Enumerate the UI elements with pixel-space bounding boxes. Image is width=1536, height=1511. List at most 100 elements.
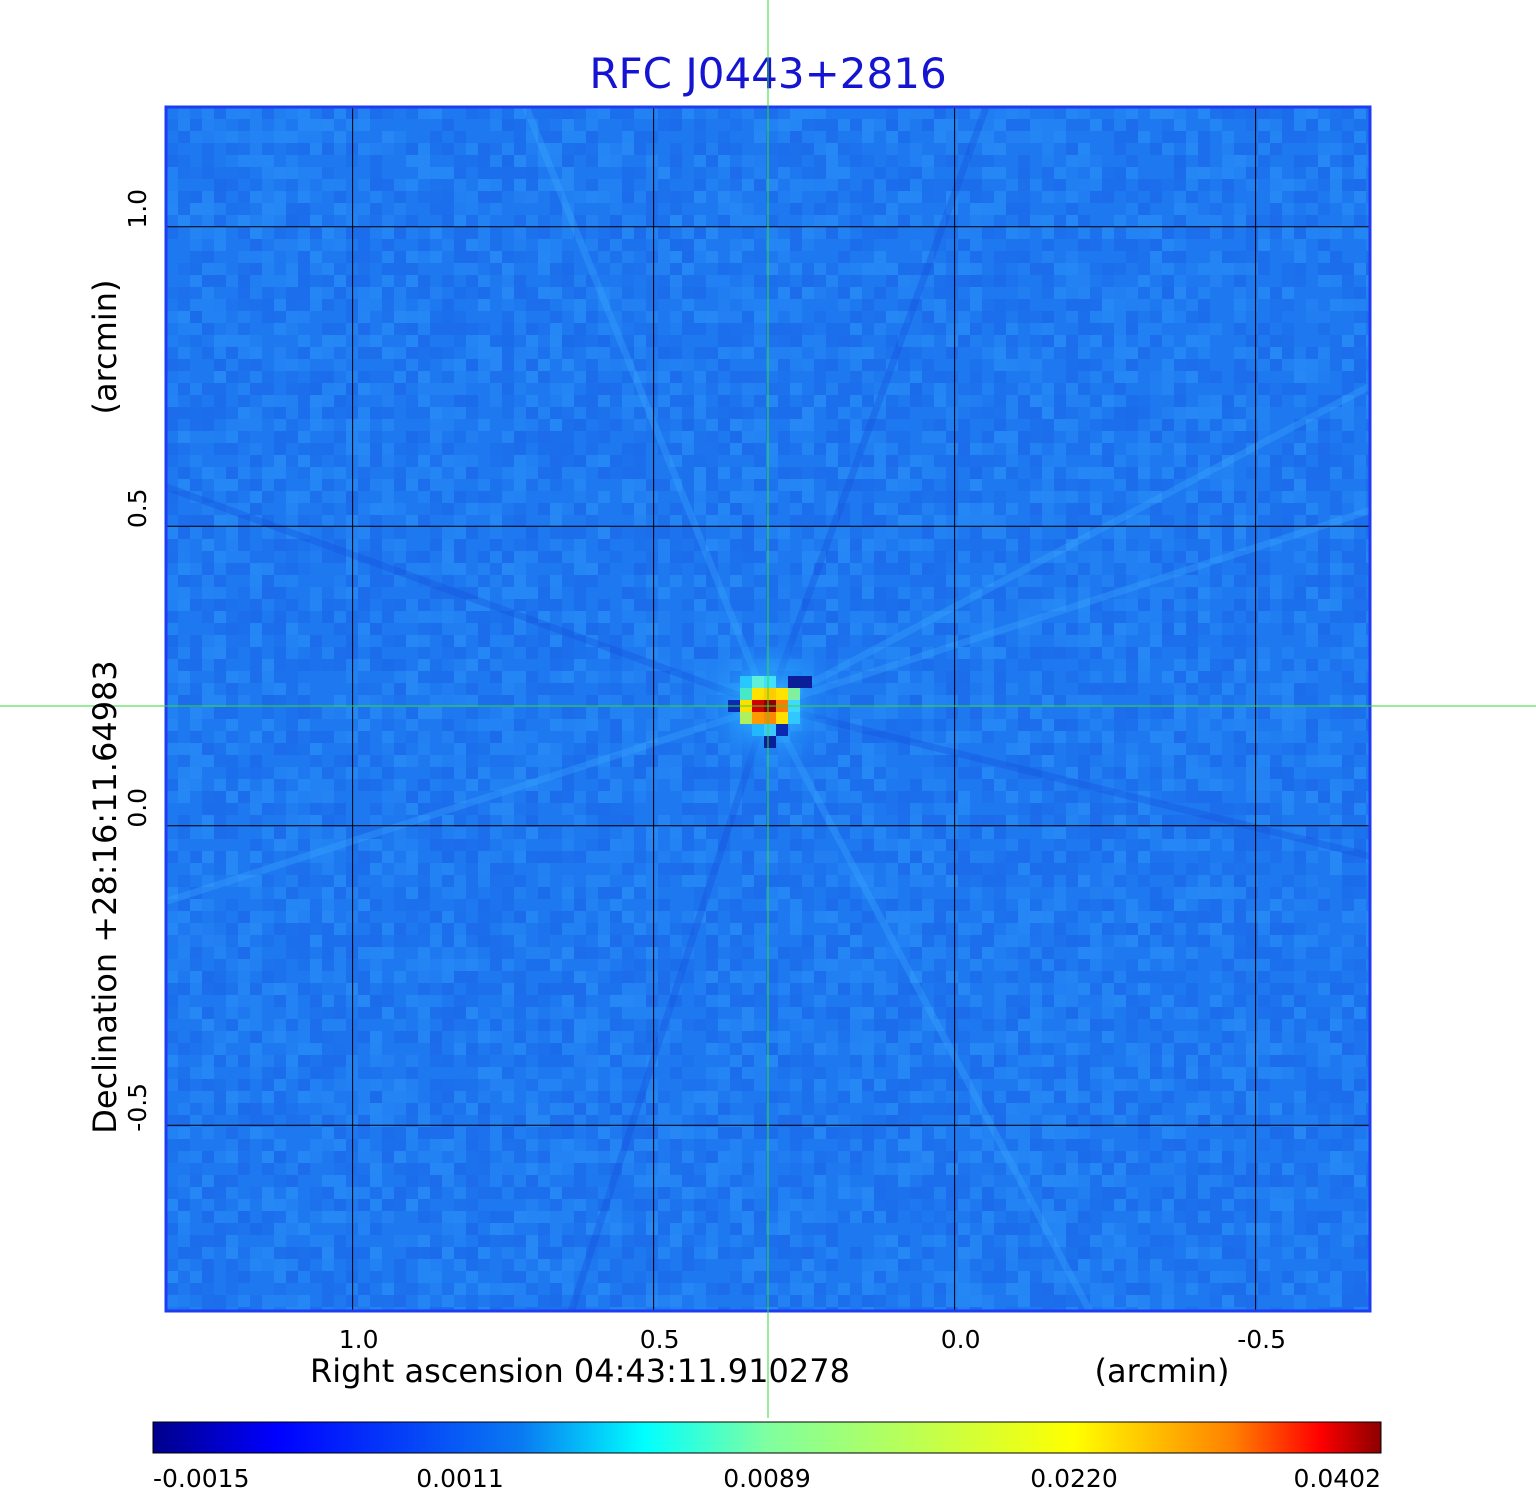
noise-cell	[1234, 347, 1246, 359]
noise-cell	[1114, 227, 1126, 239]
noise-cell	[562, 287, 574, 299]
noise-cell	[394, 683, 406, 695]
noise-cell	[238, 479, 250, 491]
noise-cell	[1042, 347, 1054, 359]
noise-cell	[550, 911, 562, 923]
noise-cell	[958, 143, 970, 155]
noise-cell	[1114, 287, 1126, 299]
noise-cell	[958, 635, 970, 647]
noise-cell	[1078, 527, 1090, 539]
noise-cell	[430, 539, 442, 551]
noise-cell	[526, 779, 538, 791]
noise-cell	[934, 239, 946, 251]
noise-cell	[310, 263, 322, 275]
noise-cell	[238, 395, 250, 407]
noise-cell	[898, 299, 910, 311]
noise-cell	[766, 407, 778, 419]
noise-cell	[598, 599, 610, 611]
noise-cell	[934, 611, 946, 623]
noise-cell	[490, 395, 502, 407]
noise-cell	[166, 203, 178, 215]
noise-cell	[634, 239, 646, 251]
noise-cell	[430, 563, 442, 575]
noise-cell	[598, 779, 610, 791]
noise-cell	[994, 359, 1006, 371]
noise-cell	[610, 863, 622, 875]
noise-cell	[274, 887, 286, 899]
noise-cell	[790, 227, 802, 239]
noise-cell	[598, 287, 610, 299]
noise-cell	[190, 479, 202, 491]
noise-cell	[778, 815, 790, 827]
noise-cell	[1270, 515, 1282, 527]
noise-cell	[550, 143, 562, 155]
noise-cell	[526, 767, 538, 779]
noise-cell	[1198, 599, 1210, 611]
noise-cell	[466, 191, 478, 203]
noise-cell	[574, 455, 586, 467]
noise-cell	[910, 191, 922, 203]
noise-cell	[970, 539, 982, 551]
noise-cell	[1270, 131, 1282, 143]
noise-cell	[586, 695, 598, 707]
noise-cell	[490, 203, 502, 215]
noise-cell	[1210, 419, 1222, 431]
noise-cell	[334, 455, 346, 467]
noise-cell	[274, 467, 286, 479]
noise-cell	[310, 551, 322, 563]
noise-cell	[1234, 851, 1246, 863]
noise-cell	[1330, 407, 1342, 419]
noise-cell	[802, 131, 814, 143]
noise-cell	[250, 611, 262, 623]
noise-cell	[286, 503, 298, 515]
noise-cell	[1186, 575, 1198, 587]
noise-cell	[1042, 155, 1054, 167]
noise-cell	[658, 707, 670, 719]
noise-cell	[1210, 407, 1222, 419]
noise-cell	[574, 563, 586, 575]
noise-cell	[1270, 179, 1282, 191]
noise-cell	[226, 623, 238, 635]
noise-cell	[370, 935, 382, 947]
noise-cell	[1102, 827, 1114, 839]
noise-cell	[1090, 815, 1102, 827]
noise-cell	[850, 479, 862, 491]
noise-cell	[874, 167, 886, 179]
noise-cell	[394, 563, 406, 575]
noise-cell	[238, 635, 250, 647]
noise-cell	[922, 683, 934, 695]
noise-cell	[1150, 599, 1162, 611]
noise-cell	[1210, 899, 1222, 911]
noise-cell	[370, 563, 382, 575]
noise-cell	[1198, 359, 1210, 371]
noise-cell	[1354, 575, 1366, 587]
noise-cell	[682, 239, 694, 251]
noise-cell	[742, 803, 754, 815]
noise-cell	[862, 431, 874, 443]
noise-cell	[694, 371, 706, 383]
noise-cell	[1066, 263, 1078, 275]
noise-cell	[730, 815, 742, 827]
noise-cell	[1030, 419, 1042, 431]
noise-cell	[1054, 491, 1066, 503]
noise-cell	[1090, 239, 1102, 251]
noise-cell	[802, 839, 814, 851]
noise-cell	[550, 743, 562, 755]
noise-cell	[1258, 395, 1270, 407]
noise-cell	[358, 467, 370, 479]
noise-cell	[1114, 335, 1126, 347]
noise-cell	[682, 323, 694, 335]
noise-cell	[742, 335, 754, 347]
noise-cell	[430, 467, 442, 479]
noise-cell	[1366, 155, 1370, 167]
noise-cell	[934, 743, 946, 755]
noise-cell	[1222, 191, 1234, 203]
noise-cell	[1234, 887, 1246, 899]
noise-cell	[730, 311, 742, 323]
noise-cell	[178, 935, 190, 947]
noise-cell	[994, 119, 1006, 131]
noise-cell	[1366, 683, 1370, 695]
noise-cell	[358, 203, 370, 215]
noise-cell	[1306, 623, 1318, 635]
noise-cell	[658, 419, 670, 431]
